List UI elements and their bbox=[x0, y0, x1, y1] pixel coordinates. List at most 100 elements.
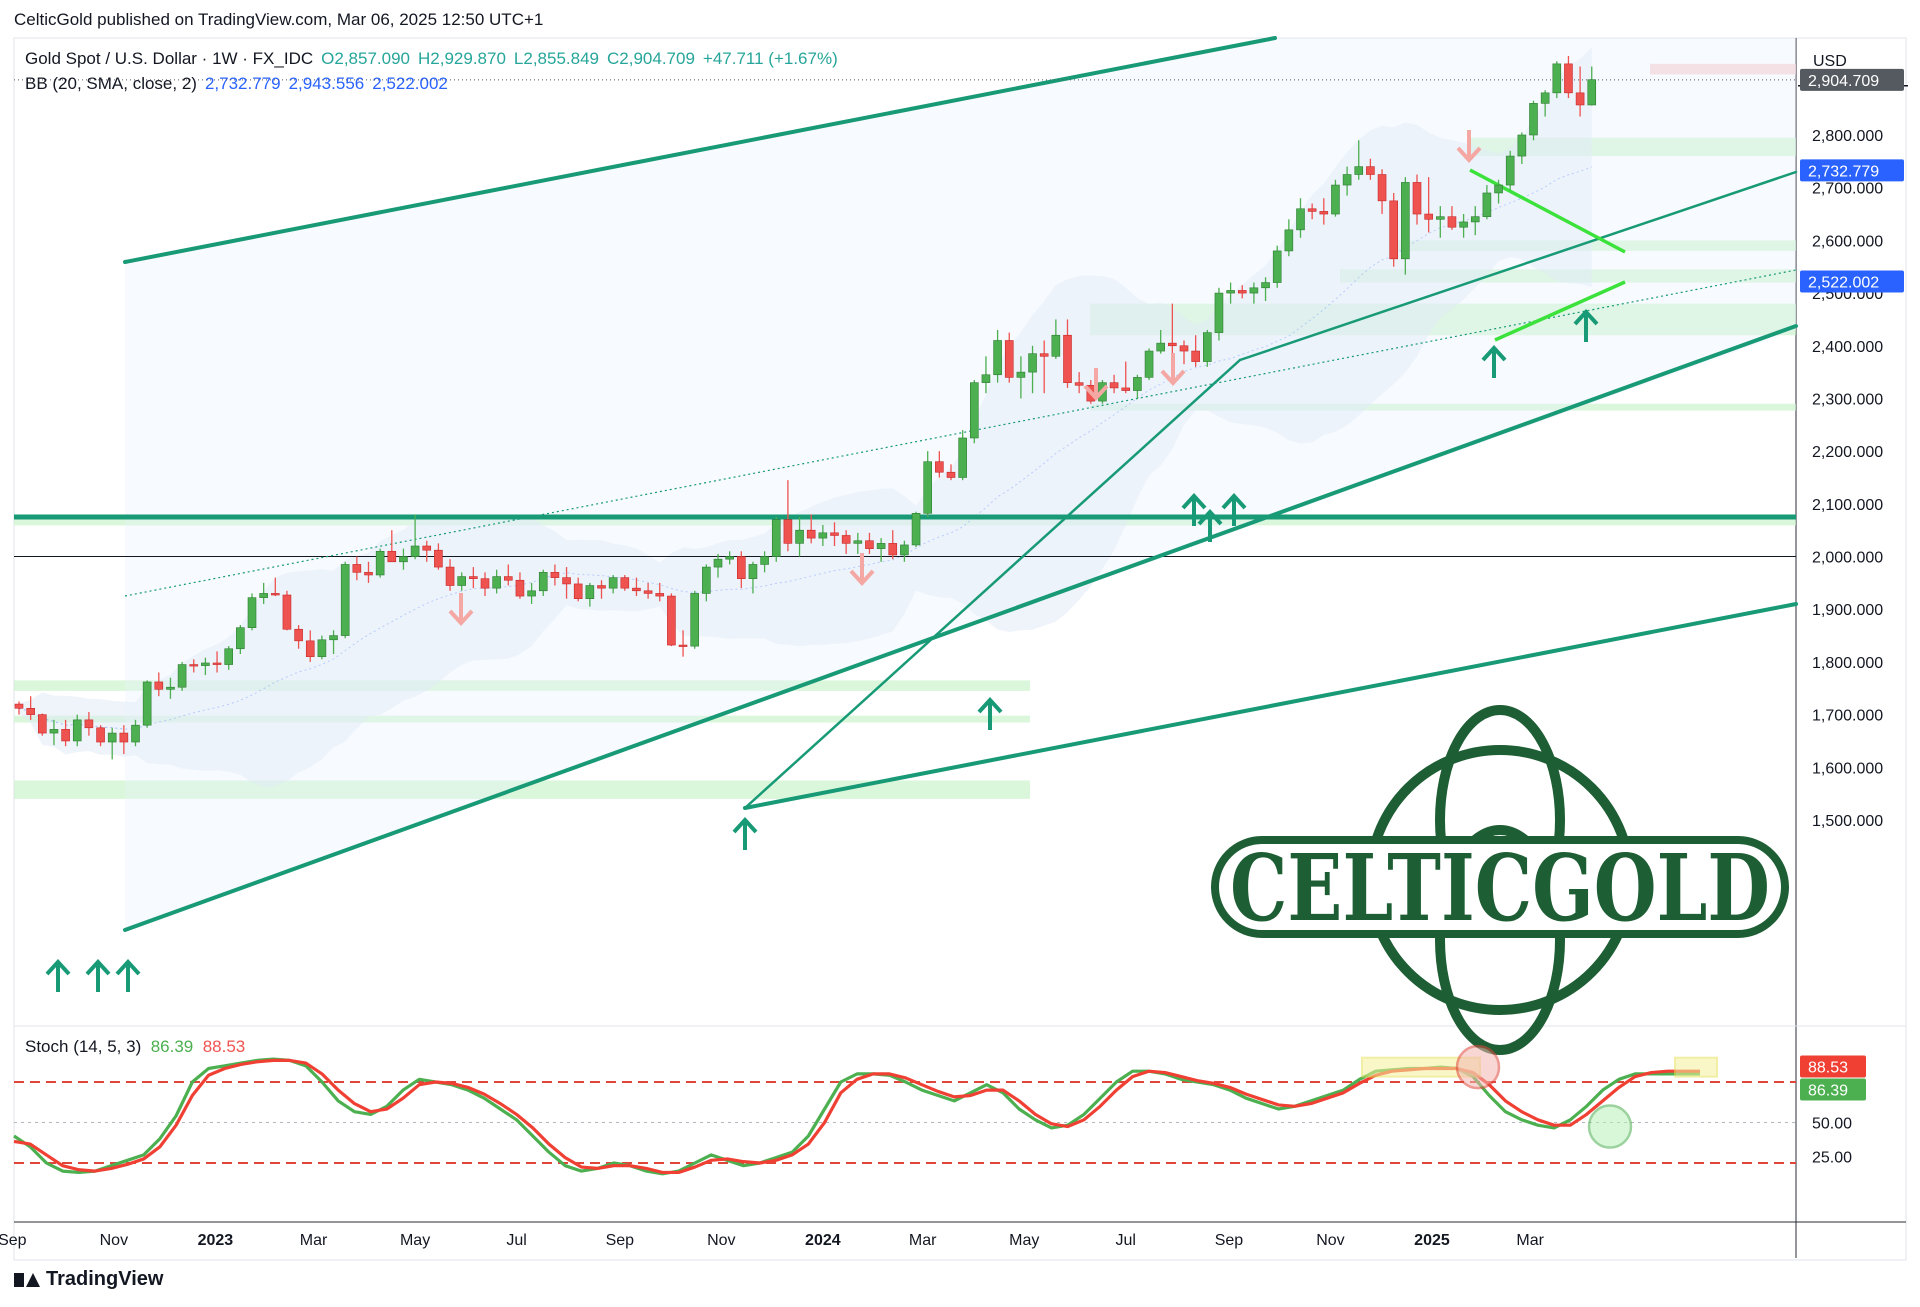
stoch-tick-label: 50.00 bbox=[1812, 1116, 1852, 1133]
support-zone bbox=[14, 780, 1030, 799]
candle bbox=[771, 517, 781, 562]
candle-body bbox=[1284, 229, 1294, 252]
time-tick-label: Sep bbox=[606, 1232, 635, 1249]
candle-body bbox=[72, 719, 82, 742]
candle bbox=[760, 551, 769, 573]
candle-body bbox=[876, 543, 886, 549]
buy-arrow-icon bbox=[1181, 493, 1207, 526]
candle-body bbox=[107, 732, 117, 743]
candle-body bbox=[503, 576, 513, 581]
candle bbox=[434, 543, 443, 570]
candle-body bbox=[1016, 371, 1026, 378]
candle bbox=[1540, 90, 1550, 117]
candle bbox=[865, 532, 874, 554]
buy-arrow-icon bbox=[115, 959, 141, 992]
candle bbox=[981, 356, 991, 394]
candle-body bbox=[841, 535, 851, 544]
candle bbox=[1459, 214, 1468, 238]
candle-body bbox=[1156, 342, 1165, 352]
candle bbox=[608, 574, 618, 594]
support-zone bbox=[1470, 137, 1796, 157]
candle bbox=[1284, 219, 1294, 257]
stoch-d-tag-label: 88.53 bbox=[1808, 1059, 1848, 1076]
stoch-tick-label: 25.00 bbox=[1812, 1149, 1852, 1166]
price-tick-label: 2,200.000 bbox=[1812, 444, 1883, 461]
candle-body bbox=[1319, 211, 1329, 215]
candle-body bbox=[911, 513, 921, 546]
candle-body bbox=[1214, 292, 1224, 333]
candle bbox=[1366, 158, 1375, 180]
time-tick-label: Jul bbox=[506, 1232, 526, 1249]
arrow-head bbox=[1160, 369, 1186, 386]
candle bbox=[1412, 174, 1422, 225]
candlesticks[interactable] bbox=[14, 55, 1597, 760]
candle-body bbox=[1191, 350, 1200, 362]
arrow-head bbox=[1573, 309, 1599, 326]
price-tick-label: 2,000.000 bbox=[1812, 550, 1883, 567]
price-tick-label: 1,600.000 bbox=[1812, 760, 1883, 777]
candle bbox=[270, 577, 280, 597]
candle bbox=[969, 380, 979, 444]
candle bbox=[1401, 177, 1410, 275]
candle-body bbox=[375, 550, 385, 576]
time-tick-label: Mar bbox=[909, 1232, 937, 1249]
candle-body bbox=[1459, 221, 1468, 228]
candle-body bbox=[14, 703, 24, 709]
candle-body bbox=[1389, 200, 1398, 260]
candle bbox=[1261, 277, 1270, 301]
candle bbox=[340, 561, 350, 639]
bb-basis-line bbox=[18, 166, 1592, 730]
candle-body bbox=[608, 577, 618, 589]
candle bbox=[713, 553, 723, 578]
time-tick-label: May bbox=[400, 1232, 430, 1249]
candle bbox=[1016, 356, 1026, 399]
candle bbox=[1051, 319, 1061, 359]
candle bbox=[1470, 206, 1480, 236]
sell-arrow-icon bbox=[849, 553, 875, 586]
candle bbox=[96, 725, 105, 747]
candle bbox=[783, 480, 793, 552]
candle-body bbox=[1470, 216, 1480, 223]
candle bbox=[422, 540, 432, 562]
candle bbox=[1575, 66, 1585, 117]
candle-body bbox=[1237, 290, 1247, 294]
candle-body bbox=[1144, 350, 1154, 378]
candle bbox=[1144, 348, 1154, 381]
celticgold-logo: CELTICGOLD bbox=[1211, 705, 1789, 1055]
candle bbox=[1517, 132, 1527, 164]
candle-body bbox=[364, 572, 373, 576]
price-tick-label: 1,900.000 bbox=[1812, 602, 1883, 619]
arrow-head bbox=[85, 959, 111, 976]
price-axis[interactable]: USD 1,500.000 1,600.000 1,700.000 1,800.000 1… bbox=[1798, 53, 1908, 830]
candle-body bbox=[294, 628, 303, 642]
candle-body bbox=[527, 590, 536, 597]
candle-body bbox=[748, 564, 758, 579]
resistance-zone bbox=[1650, 63, 1796, 75]
trend-lines bbox=[14, 36, 1798, 932]
median-dotted-line bbox=[124, 269, 1797, 597]
price-tick-label: 1,500.000 bbox=[1812, 813, 1883, 830]
price-pane-frame bbox=[13, 37, 1907, 1261]
candle-body bbox=[1226, 290, 1235, 294]
price-tick-label: 1,800.000 bbox=[1812, 655, 1883, 672]
candle bbox=[1039, 340, 1049, 394]
candle-body bbox=[212, 662, 222, 665]
channel-lower-line bbox=[123, 324, 1798, 932]
triangle-lower-line bbox=[1494, 280, 1626, 342]
candle bbox=[643, 582, 653, 599]
candle-body bbox=[1179, 345, 1189, 352]
support-zone bbox=[1395, 240, 1796, 251]
arrow-head bbox=[1083, 384, 1109, 401]
buy-arrow-icon bbox=[85, 959, 111, 992]
candle bbox=[166, 677, 175, 699]
candle-body bbox=[725, 556, 734, 560]
candle bbox=[1436, 206, 1445, 238]
stoch-k-value: 86.39 bbox=[150, 1037, 194, 1056]
candle-body bbox=[154, 681, 164, 690]
candle bbox=[900, 540, 909, 562]
support-zone bbox=[14, 680, 1030, 691]
candle-body bbox=[119, 732, 129, 743]
time-axis[interactable]: Sep Nov 2023 Mar May Jul Sep Nov 2024 Mar May Jul Se… bbox=[0, 1232, 1545, 1249]
